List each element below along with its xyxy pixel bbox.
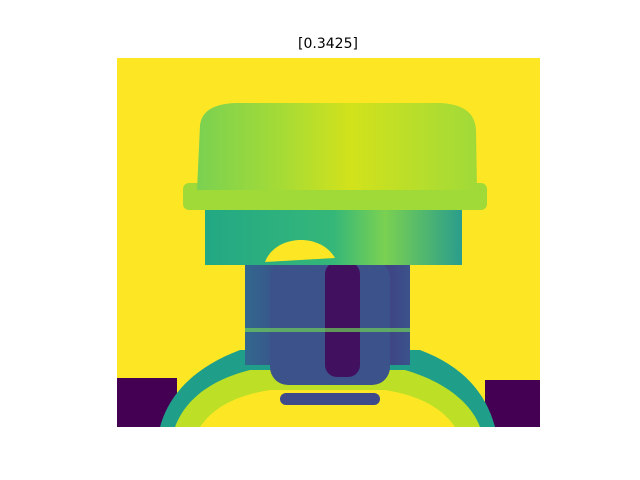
neck-ring bbox=[245, 328, 410, 332]
cap-notch bbox=[265, 240, 335, 262]
dark-band-right bbox=[485, 380, 540, 427]
image bbox=[117, 58, 540, 427]
image-title: [0.3425] bbox=[298, 36, 358, 52]
insert-shadow bbox=[325, 262, 360, 377]
cap-top bbox=[197, 103, 477, 190]
cap-lower bbox=[205, 205, 462, 265]
glass-inner bbox=[200, 390, 455, 427]
liquid-line bbox=[280, 393, 380, 405]
